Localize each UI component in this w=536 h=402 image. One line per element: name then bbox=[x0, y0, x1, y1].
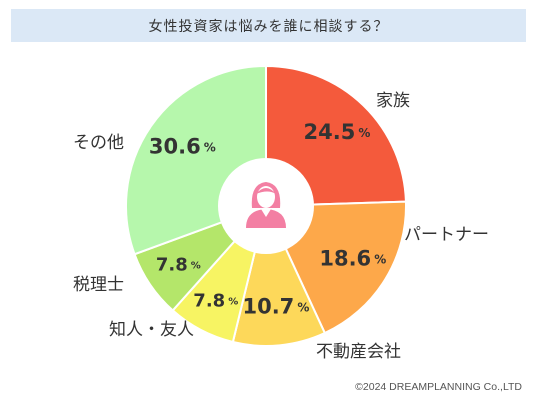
category-label-4: 知人・友人 bbox=[109, 320, 194, 340]
data-label-3: 10.7% bbox=[242, 295, 309, 319]
data-label-unit: % bbox=[204, 140, 216, 154]
data-label-value: 7.8 bbox=[193, 291, 225, 312]
data-label-value: 7.8 bbox=[156, 255, 188, 276]
data-label-unit: % bbox=[374, 252, 386, 266]
data-label-5: 7.8% bbox=[156, 255, 201, 276]
data-label-value: 24.5 bbox=[304, 120, 356, 144]
chart-title: 女性投資家は悩みを誰に相談する？ bbox=[148, 18, 389, 35]
category-label-3: 不動産会社 bbox=[316, 342, 401, 362]
copyright-text: ©2024 DREAMPLANNING Co.,LTD bbox=[355, 381, 522, 393]
data-label-unit: % bbox=[228, 297, 238, 308]
data-label-2: 18.6% bbox=[319, 247, 386, 271]
icon-body bbox=[246, 209, 286, 228]
pie-slice-3 bbox=[231, 202, 327, 347]
data-label-value: 18.6 bbox=[319, 247, 371, 271]
data-label-unit: % bbox=[297, 300, 309, 314]
icon-collar bbox=[261, 209, 271, 217]
data-label-unit: % bbox=[191, 261, 201, 272]
data-label-6: 30.6% bbox=[149, 135, 216, 159]
category-label-1: 家族 bbox=[376, 91, 410, 111]
data-label-4: 7.8% bbox=[193, 291, 238, 312]
category-label-5: 税理士 bbox=[73, 275, 124, 295]
category-label-6: その他 bbox=[73, 133, 124, 153]
data-label-1: 24.5% bbox=[304, 120, 371, 144]
category-label-2: パートナー bbox=[404, 225, 489, 245]
woman-icon bbox=[246, 182, 286, 228]
icon-bangs bbox=[256, 188, 276, 194]
data-label-value: 10.7 bbox=[242, 295, 294, 319]
pie-slice-1 bbox=[265, 64, 407, 208]
chart-title-bar: 女性投資家は悩みを誰に相談する？ bbox=[11, 9, 526, 42]
data-label-unit: % bbox=[358, 125, 370, 139]
data-label-value: 30.6 bbox=[149, 135, 201, 159]
